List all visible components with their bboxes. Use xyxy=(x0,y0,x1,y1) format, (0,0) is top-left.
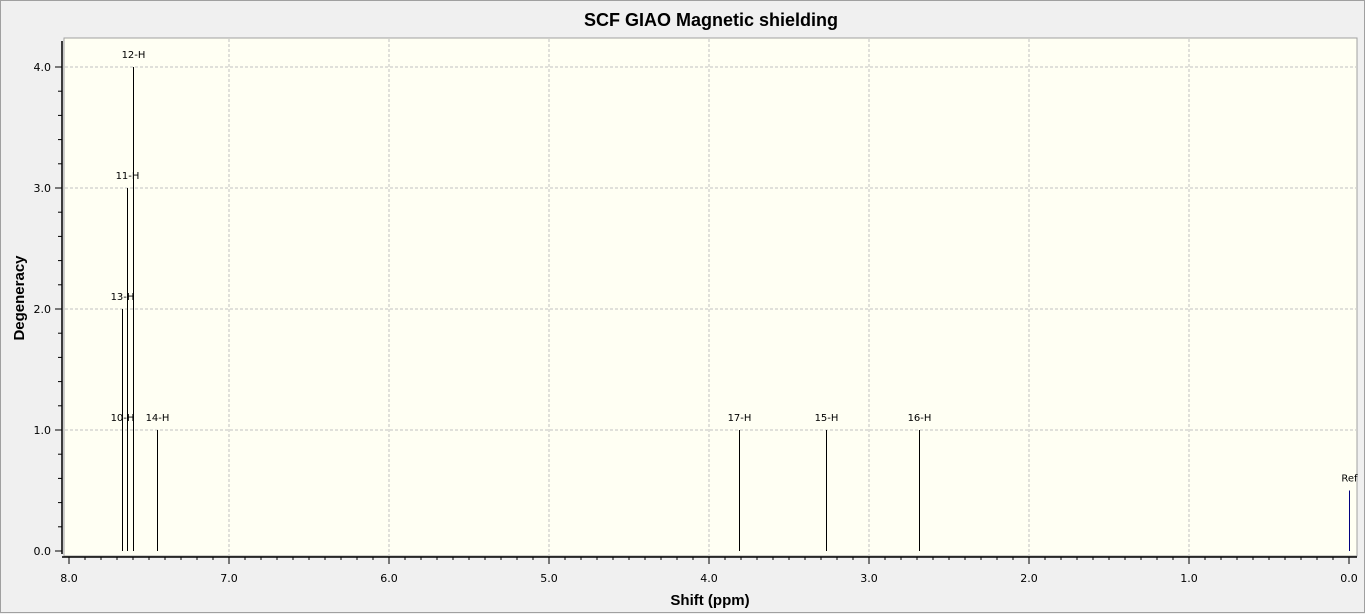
x-tick-label: 8.0 xyxy=(60,572,78,585)
peak-label: 12-H xyxy=(122,50,146,61)
peak-label: Ref xyxy=(1341,474,1358,485)
x-axis-label: Shift (ppm) xyxy=(670,592,749,609)
ticks: 8.0 7.0 6.0 5.0 4.0 3.0 2.0 1.0 0.0 0.0 1.0 2.0 3.0 4… xyxy=(34,61,1358,585)
x-tick-label: 7.0 xyxy=(220,572,238,585)
y-tick-label: 1.0 xyxy=(34,424,52,437)
grid xyxy=(65,39,1356,555)
x-tick-label: 6.0 xyxy=(380,572,398,585)
peak-label: 14-H xyxy=(146,413,170,424)
peak-label: 17-H xyxy=(728,413,752,424)
peak-label: 15-H xyxy=(815,413,839,424)
x-tick-label: 4.0 xyxy=(700,572,718,585)
y-tick-label: 0.0 xyxy=(34,545,52,558)
y-tick-label: 3.0 xyxy=(34,182,52,195)
x-tick-label: 5.0 xyxy=(540,572,558,585)
y-tick-label: 4.0 xyxy=(34,61,52,74)
y-tick-label: 2.0 xyxy=(34,303,52,316)
peak-label: 13-H xyxy=(111,292,135,303)
x-tick-label: 0.0 xyxy=(1340,572,1358,585)
peak-label: 16-H xyxy=(908,413,932,424)
plot-area xyxy=(63,37,1358,557)
x-tick-label: 1.0 xyxy=(1180,572,1198,585)
x-tick-label: 2.0 xyxy=(1020,572,1038,585)
y-axis-label: Degeneracy xyxy=(11,255,28,341)
peak-label: 11-H xyxy=(116,171,140,182)
x-tick-label: 3.0 xyxy=(860,572,878,585)
chart-title: SCF GIAO Magnetic shielding xyxy=(584,10,838,30)
